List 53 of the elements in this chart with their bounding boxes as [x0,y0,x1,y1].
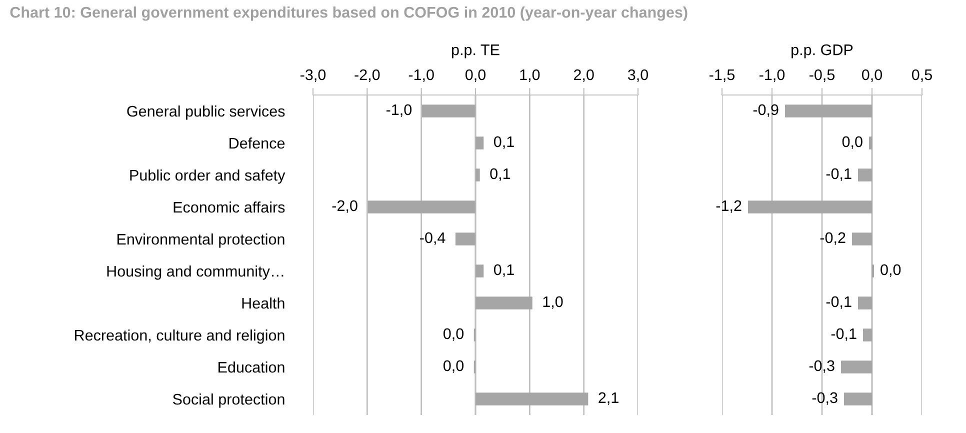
y-tick-label: Public order and safety [130,169,286,184]
data-label: 0,0 [880,264,901,277]
x-axis-title: p.p. GDP [792,44,853,58]
data-label: 0,0 [443,328,464,341]
data-label: 0,1 [494,264,514,277]
y-tick-label: Housing and community… [107,265,284,280]
bar [476,392,588,406]
y-tick-label: Recreation, culture and religion [75,329,284,344]
x-tick-label: 0,5 [912,69,932,82]
data-label: -1,2 [716,200,742,213]
x-tick-label: 1,0 [520,69,540,82]
x-tick-label: 3,0 [628,69,648,82]
x-tick-label: 2,0 [574,69,594,82]
data-label: -0,1 [826,168,852,181]
data-label: 1,0 [543,296,563,309]
data-label: -0,2 [820,232,846,245]
y-tick-label: Social protection [172,393,284,408]
x-tick-label: 0,0 [862,69,882,82]
bar [476,264,484,278]
data-label: -0,3 [812,392,838,405]
y-tick-label: Economic affairs [174,201,285,213]
data-label: -2,0 [332,200,358,213]
chart-title: Chart 10: General government expenditures based on COFOG in 2010 (year-on-year changes) [10,6,688,21]
data-label: 0,1 [494,136,514,149]
x-tick-label: -2,0 [354,69,380,82]
x-tick-label: -0,5 [810,69,835,82]
y-tick-label: General public services [127,105,285,120]
bar [476,136,484,150]
bar [476,296,532,310]
x-tick-label: -1,0 [760,69,785,82]
data-label: 0,0 [842,136,862,149]
y-tick-label: Environmental protection [117,233,284,248]
data-label: -0,1 [831,328,856,341]
y-tick-label: Education [218,361,284,373]
bar [368,200,476,214]
data-label: -0,1 [826,296,852,309]
bar [476,168,480,182]
y-tick-label: Defence [230,137,285,149]
data-label: -0,9 [753,104,778,117]
data-label: -0,4 [420,232,446,245]
x-axis-title: p.p. TE [452,44,500,58]
x-tick-label: -1,5 [710,70,735,82]
bar [422,104,476,118]
x-tick-label: -3,0 [300,69,326,82]
data-label: 0,0 [443,360,464,373]
data-label: 0,1 [490,168,510,181]
y-tick-label: Health [242,297,284,309]
data-label: -0,3 [809,360,834,373]
bar [455,232,476,246]
x-tick-label: -1,0 [408,69,434,82]
data-label: -1,0 [386,104,412,117]
data-label: 2,1 [598,392,618,405]
x-tick-label: 0,0 [465,69,486,82]
